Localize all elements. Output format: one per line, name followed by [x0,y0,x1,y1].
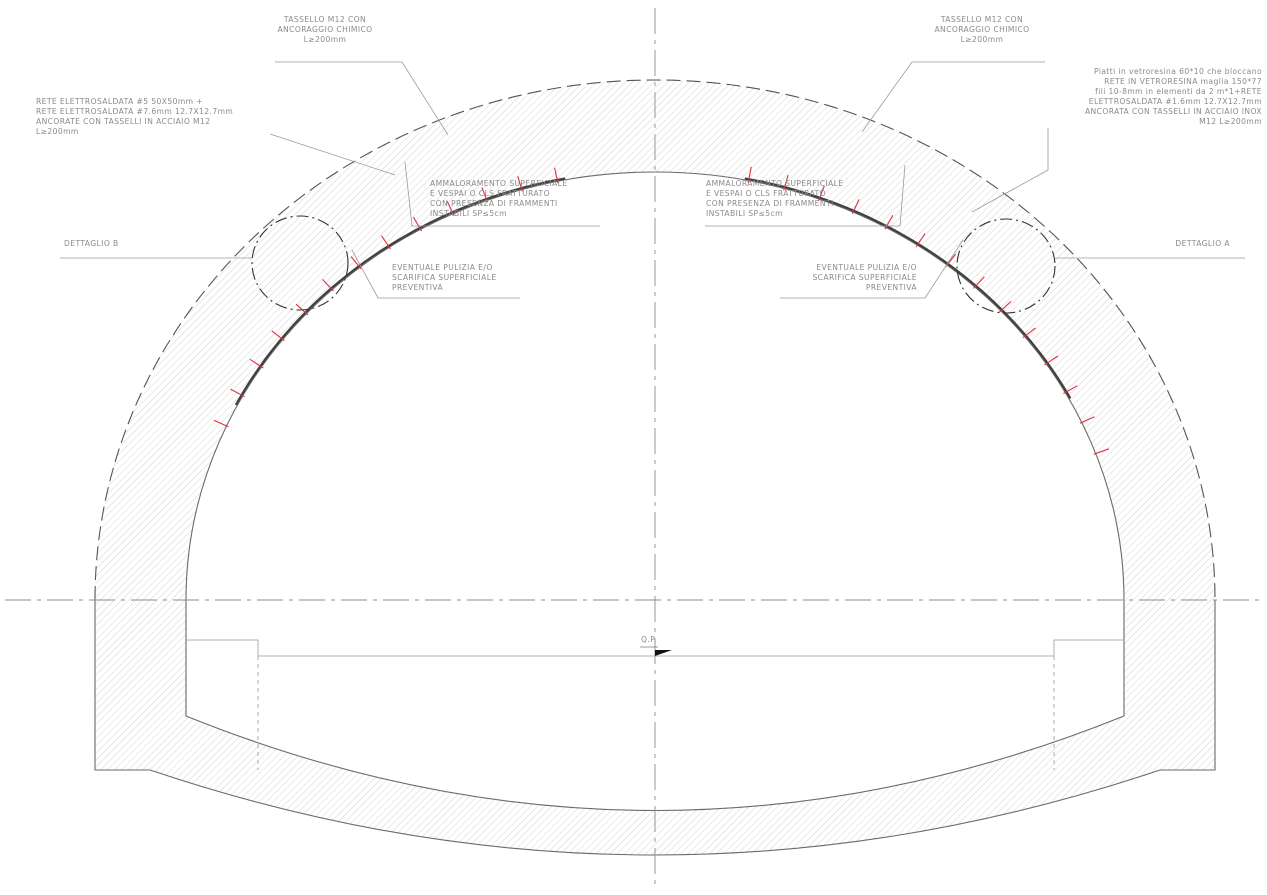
anchor-tick-right-12 [783,174,789,191]
svg-text:L≥200mm: L≥200mm [961,35,1004,44]
label-left-tassello: TASSELLO M12 CON ANCORAGGIO CHIMICO L≥20… [277,15,372,44]
anchor-tick-right-9 [884,215,894,230]
leader-left-rete [269,133,396,176]
label-right-pulizia: EVENTUALE PULIZIA E/O SCARIFICA SUPERFIC… [812,263,917,292]
anchor-tick-right-2 [1063,385,1078,394]
anchor-ticks [213,166,1110,455]
svg-text:INSTABILI SP≤5cm: INSTABILI SP≤5cm [430,209,507,218]
anchor-tick-left-2 [481,187,489,203]
svg-text:SCARIFICA SUPERFICIALE: SCARIFICA SUPERFICIALE [812,273,917,282]
anchor-tick-right-0 [1093,448,1110,455]
svg-text:TASSELLO M12 CON: TASSELLO M12 CON [283,15,366,24]
tunnel-lining [95,80,1215,855]
anchor-tick-right-6 [973,276,985,289]
intrados-outline [185,171,1125,812]
leader-right-ammaloramento [705,164,906,227]
anchor-tick-right-5 [998,300,1012,313]
svg-text:SCARIFICA SUPERFICIALE: SCARIFICA SUPERFICIALE [392,273,497,282]
mesh-strip-right [744,177,1072,399]
svg-text:L≥200mm: L≥200mm [304,35,347,44]
platform-left [186,639,1124,657]
anchor-tick-right-4 [1022,327,1036,339]
anchor-tick-right-8 [915,233,926,248]
anchor-tick-right-3 [1044,355,1059,366]
svg-text:EVENTUALE PULIZIA E/O: EVENTUALE PULIZIA E/O [392,263,493,272]
svg-text:E VESPAI O CLS FRATTURATO: E VESPAI O CLS FRATTURATO [706,189,826,198]
anchor-tick-left-11 [230,388,245,398]
label-right-tassello: TASSELLO M12 CON ANCORAGGIO CHIMICO L≥20… [934,15,1029,44]
mesh-reinforcement [234,177,1072,406]
leader-right-tassello [861,61,1045,133]
svg-text:PREVENTIVA: PREVENTIVA [866,283,918,292]
anchor-tick-left-5 [380,235,391,250]
extrados-side-right [1160,600,1216,771]
svg-text:RETE ELETTROSALDATA #5 50X50mm: RETE ELETTROSALDATA #5 50X50mm + [36,97,203,106]
leader-right-piatti [971,128,1049,213]
svg-text:L≥200mm: L≥200mm [36,127,79,136]
svg-text:M12 L≥200mm: M12 L≥200mm [1199,117,1262,126]
svg-text:ANCORAGGIO CHIMICO: ANCORAGGIO CHIMICO [934,25,1029,34]
leader-left-pulizia [351,249,520,299]
svg-text:RETE IN VETRORESINA maglia 150: RETE IN VETRORESINA maglia 150*77 [1104,77,1262,86]
svg-text:ANCORAGGIO CHIMICO: ANCORAGGIO CHIMICO [277,25,372,34]
svg-text:TASSELLO M12 CON: TASSELLO M12 CON [940,15,1023,24]
svg-text:E VESPAI O CLS FRATTURATO: E VESPAI O CLS FRATTURATO [430,189,550,198]
anchor-tick-right-10 [851,199,860,215]
label-left-ammaloramento: AMMALORAMENTO SUPERFICIALE E VESPAI O CL… [430,179,567,218]
anchor-tick-left-12 [213,419,229,428]
anchor-tick-left-6 [350,256,362,270]
label-left-rete: RETE ELETTROSALDATA #5 50X50mm + RETE EL… [36,97,233,136]
svg-text:ANCORATA CON TASSELLI IN ACCIA: ANCORATA CON TASSELLI IN ACCIAIO INOX [1085,107,1262,116]
anchor-tick-right-13 [747,166,752,183]
detail-b-circle [251,215,349,311]
qp-triangle-marker [655,650,672,656]
anchor-tick-left-10 [249,358,264,369]
svg-text:INSTABILI SP≤5cm: INSTABILI SP≤5cm [706,209,783,218]
extrados-side-left [94,600,150,771]
label-left-pulizia: EVENTUALE PULIZIA E/O SCARIFICA SUPERFIC… [392,263,497,292]
mesh-strip-left [234,177,566,406]
anchor-tick-left-0 [554,167,559,184]
svg-text:CON PRESENZA DI FRAMMENTI: CON PRESENZA DI FRAMMENTI [430,199,558,208]
anchor-tick-left-3 [446,200,455,216]
anchor-tick-left-9 [271,330,285,342]
label-right-ammaloramento: AMMALORAMENTO SUPERFICIALE E VESPAI O CL… [706,179,843,218]
anchor-tick-right-11 [817,185,825,202]
leader-left-tassello [275,61,449,136]
anchor-tick-left-7 [322,279,334,292]
svg-text:EVENTUALE PULIZIA E/O: EVENTUALE PULIZIA E/O [816,263,917,272]
svg-text:ELETTROSALDATA #1.6mm 12.7X12.: ELETTROSALDATA #1.6mm 12.7X12.7mm [1089,97,1262,106]
svg-text:AMMALORAMENTO SUPERFICIALE: AMMALORAMENTO SUPERFICIALE [706,179,843,188]
leader-right-pulizia [780,239,964,299]
label-dettaglio-a: DETTAGLIO A [1175,239,1230,248]
detail-a-circle [956,218,1056,314]
anchor-tick-left-4 [413,216,422,232]
extrados-dashed-outline [94,79,1216,601]
svg-text:AMMALORAMENTO SUPERFICIALE: AMMALORAMENTO SUPERFICIALE [430,179,567,188]
anchor-tick-right-1 [1079,416,1095,424]
svg-text:CON PRESENZA DI FRAMMENTI: CON PRESENZA DI FRAMMENTI [706,199,834,208]
svg-text:RETE ELETTROSALDATA #7.6mm 12.: RETE ELETTROSALDATA #7.6mm 12.7X12.7mm [36,107,233,116]
svg-text:fili 10-8mm in elementi da 2 m: fili 10-8mm in elementi da 2 m*1+RETE [1095,87,1262,96]
leader-left-ammaloramento [404,161,600,227]
svg-text:ANCORATE CON TASSELLI IN ACCIA: ANCORATE CON TASSELLI IN ACCIAIO M12 [36,117,210,126]
anchor-tick-left-1 [517,176,523,192]
label-dettaglio-b: DETTAGLIO B [64,239,119,248]
qp-label: Q.P. [641,635,657,644]
svg-text:Piatti in vetroresina 60*10 ch: Piatti in vetroresina 60*10 che bloccano [1094,67,1262,76]
label-right-piatti: Piatti in vetroresina 60*10 che bloccano… [1085,67,1262,126]
svg-text:PREVENTIVA: PREVENTIVA [392,283,444,292]
